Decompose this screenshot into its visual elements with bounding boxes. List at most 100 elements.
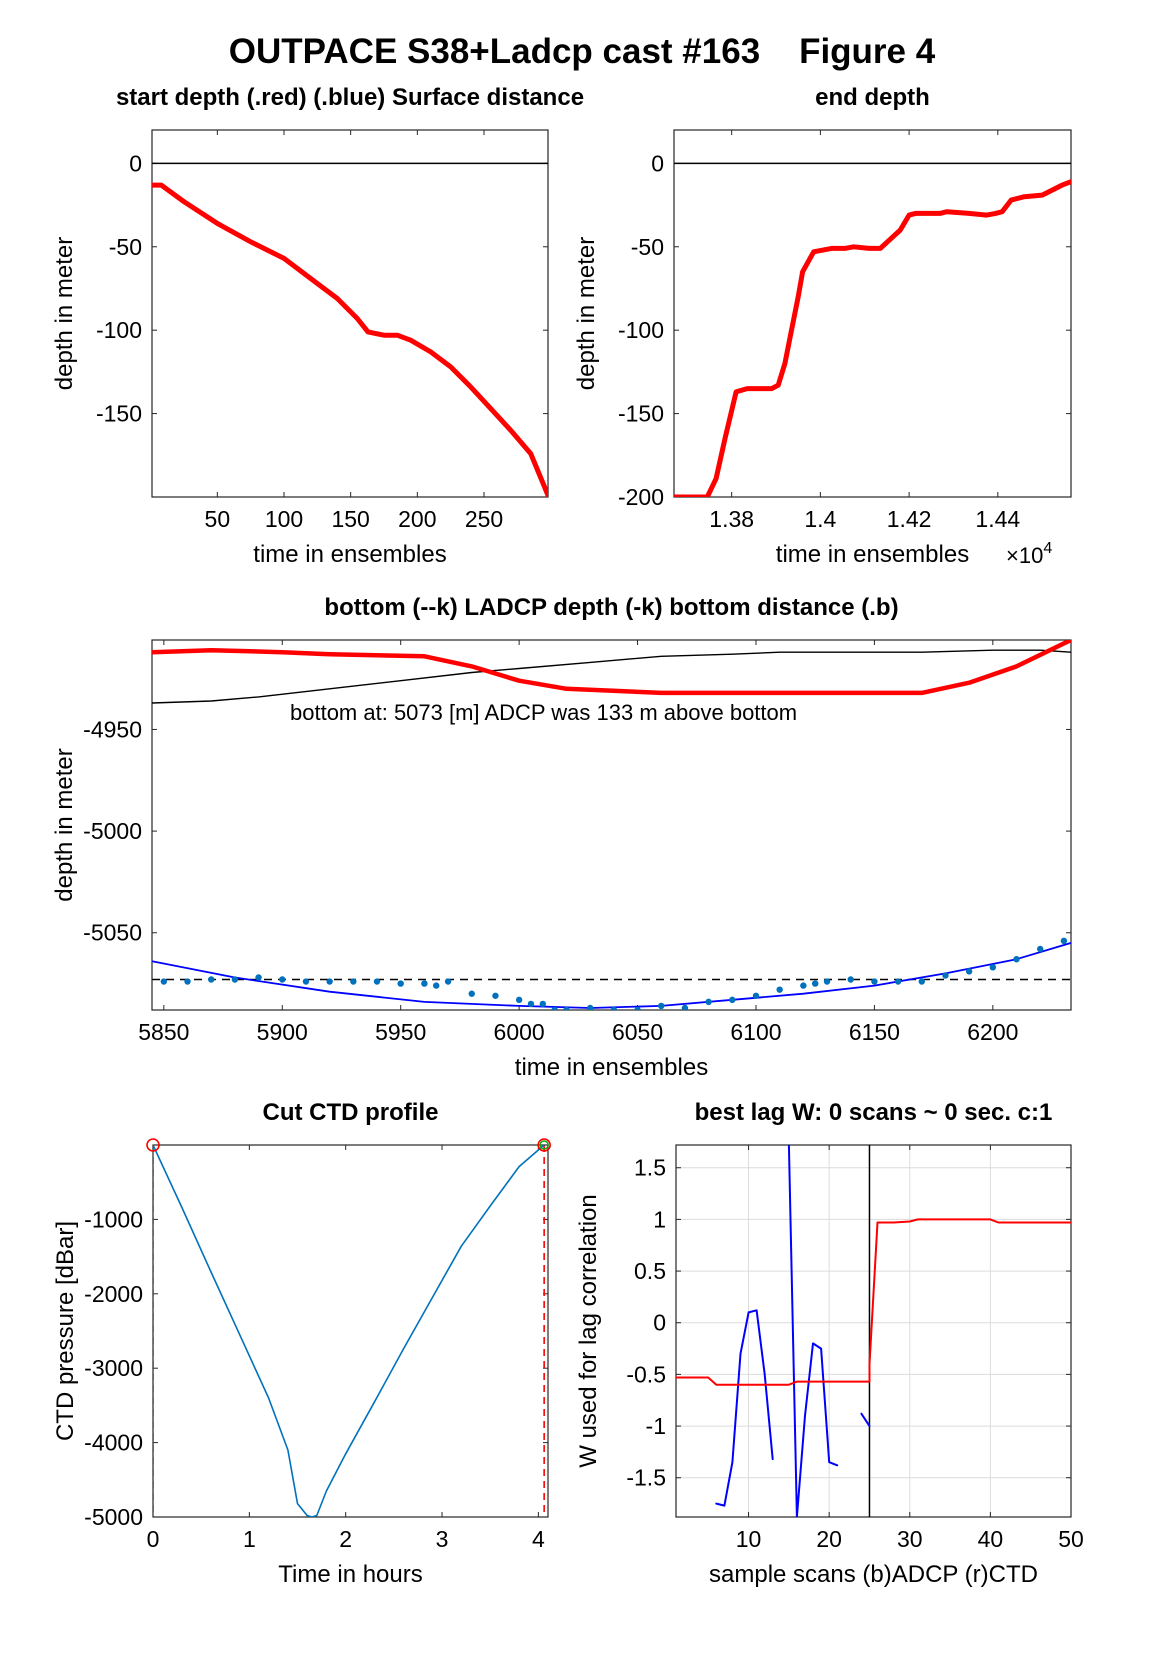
y-tick-label: 0 xyxy=(651,150,664,176)
bottom-point xyxy=(847,976,854,983)
x-tick-label: 6100 xyxy=(730,1019,781,1045)
plot-area xyxy=(676,1145,1071,1517)
series-line xyxy=(152,182,548,497)
x-axis-label: time in ensembles xyxy=(515,1054,708,1081)
axes-box xyxy=(152,1144,549,1518)
x-tick-label: 1.38 xyxy=(709,506,754,532)
start-marker xyxy=(146,1138,160,1152)
x-tick-label: 6050 xyxy=(612,1019,663,1045)
y-tick-label: -150 xyxy=(618,401,664,427)
y-tick-label: -5000 xyxy=(83,818,142,844)
x-tick-label: 40 xyxy=(978,1526,1004,1552)
bottom-point xyxy=(610,1006,618,1010)
x-tick-label: 30 xyxy=(897,1526,923,1552)
y-tick-label: -50 xyxy=(631,234,664,260)
series-line xyxy=(153,1145,545,1517)
bottom-point xyxy=(681,1004,689,1010)
bottom-point xyxy=(527,1000,535,1008)
panel-start_depth: 50 100 150 200 250 0 -50 -100 -150 start depth (.… xyxy=(51,84,584,568)
bottom-point xyxy=(942,972,949,979)
bottom-point xyxy=(160,978,168,985)
y-tick-label: -150 xyxy=(96,401,142,427)
x-axis-label: time in ensembles xyxy=(776,541,969,568)
panel-title: bottom (--k) LADCP depth (-k) bottom dis… xyxy=(324,594,898,621)
x-tick-label: 250 xyxy=(465,506,503,532)
bottom-point xyxy=(421,980,428,987)
panel-bottom: 5850 5900 5950 6000 6050 6100 6150 6200 -4950 -50… xyxy=(51,594,1072,1081)
series-line-adcp xyxy=(715,1309,774,1507)
bottom-point xyxy=(551,1006,558,1010)
bottom-point xyxy=(965,968,973,975)
y-tick-label: 0.5 xyxy=(634,1258,666,1284)
y-tick-label: 0 xyxy=(129,150,142,176)
panel-title: Cut CTD profile xyxy=(263,1099,439,1126)
x-tick-label: 100 xyxy=(265,506,303,532)
bottom-point xyxy=(586,1004,594,1010)
bottom-point xyxy=(539,1000,547,1008)
y-tick-label: -100 xyxy=(618,317,664,343)
bottom-point xyxy=(705,998,712,1006)
x-tick-label: 50 xyxy=(205,506,231,532)
axes-box xyxy=(151,129,549,498)
bottom-point xyxy=(231,976,239,983)
y-axis-label: W used for lag correlation xyxy=(575,1194,602,1467)
y-tick-label: 0 xyxy=(653,1310,666,1336)
bottom-point xyxy=(634,1006,641,1010)
y-tick-label: -4950 xyxy=(83,716,142,742)
axes-box xyxy=(673,129,1072,498)
bottom-point xyxy=(752,992,760,999)
x-tick-label: 200 xyxy=(398,506,436,532)
bottom-point xyxy=(433,982,440,989)
bottom-point xyxy=(326,978,333,985)
panel-title: end depth xyxy=(815,84,930,111)
bottom-point xyxy=(989,964,997,971)
x-tick-label: 4 xyxy=(532,1526,545,1552)
bottom-point xyxy=(302,978,310,985)
y-axis-label: depth in meter xyxy=(573,237,600,390)
bottom-point xyxy=(515,996,523,1004)
panel-cut_ctd: 0 1 2 3 4 -1000 -2000 -3000 -4000 -5000 Cut CTD pr… xyxy=(52,1099,551,1588)
y-tick-label: -1000 xyxy=(84,1206,143,1232)
y-tick-label: -4000 xyxy=(84,1430,143,1456)
x-exponent: ×104 xyxy=(1006,540,1052,568)
bottom-point xyxy=(468,990,475,997)
x-tick-label: 0 xyxy=(147,1526,160,1552)
axes-box xyxy=(675,1144,1072,1518)
plot-area xyxy=(152,640,1071,1010)
x-axis-label: Time in hours xyxy=(278,1561,423,1588)
bottom-point xyxy=(255,974,262,981)
x-tick-label: 1 xyxy=(243,1526,256,1552)
y-tick-label: -3000 xyxy=(84,1355,143,1381)
x-tick-label: 20 xyxy=(816,1526,842,1552)
plot-area xyxy=(153,1145,545,1517)
y-tick-label: -1.5 xyxy=(626,1465,666,1491)
bottom-point xyxy=(800,982,807,989)
series-line-ctd xyxy=(676,1218,1071,1386)
y-tick-label: -5000 xyxy=(84,1504,143,1530)
bottom-point xyxy=(1013,955,1020,963)
bottom-point xyxy=(918,978,925,985)
series-line-adcp xyxy=(860,1412,871,1428)
end-marker-inner xyxy=(539,1140,549,1150)
x-tick-label: 6150 xyxy=(849,1019,900,1045)
y-tick-label: -5050 xyxy=(83,920,142,946)
y-axis-label: depth in meter xyxy=(51,748,78,901)
y-tick-label: -0.5 xyxy=(626,1361,666,1387)
bottom-point xyxy=(208,976,215,983)
x-tick-label: 150 xyxy=(331,506,369,532)
y-tick-label: -100 xyxy=(96,317,142,343)
x-tick-label: 2 xyxy=(339,1526,352,1552)
x-tick-label: 50 xyxy=(1058,1526,1084,1552)
bottom-point xyxy=(1060,937,1068,945)
bottom-annotation: bottom at: 5073 [m] ADCP was 133 m above… xyxy=(290,700,797,725)
bottom-point xyxy=(373,978,381,985)
x-tick-label: 6200 xyxy=(967,1019,1018,1045)
series-line-bottom-distance xyxy=(152,640,1071,696)
bottom-point xyxy=(444,978,452,985)
bottom-point xyxy=(563,1006,570,1010)
y-tick-label: -1 xyxy=(646,1413,666,1439)
x-tick-label: 1.42 xyxy=(887,506,932,532)
bottom-point xyxy=(279,976,286,983)
x-tick-label: 5900 xyxy=(257,1019,308,1045)
